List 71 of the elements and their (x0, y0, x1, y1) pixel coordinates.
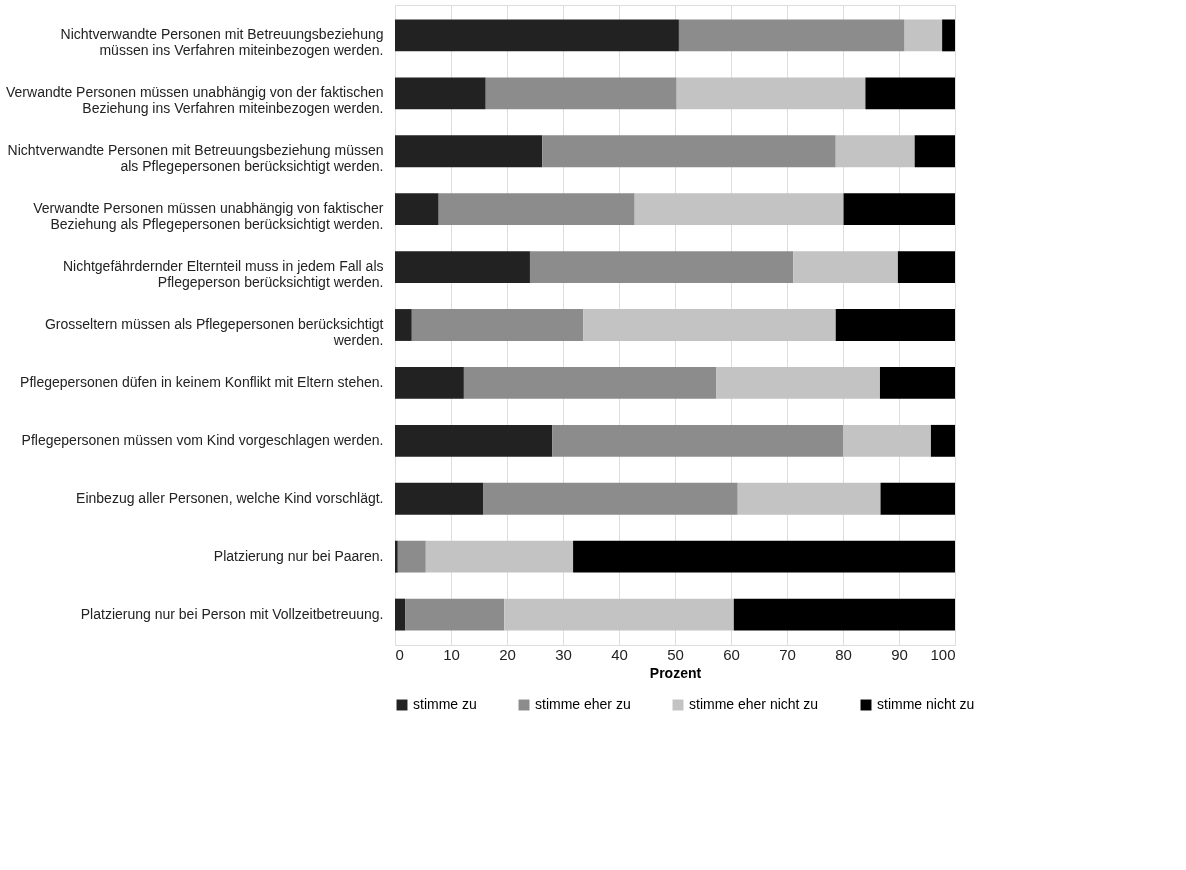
bar (395, 77, 486, 110)
bar (425, 540, 574, 573)
legend-label: stimme eher nicht zu (689, 696, 819, 712)
bar (395, 135, 543, 168)
bar (397, 540, 426, 573)
x-tick-label: 90 (891, 645, 908, 663)
bar (930, 424, 955, 457)
bar (716, 366, 880, 399)
bar (583, 309, 836, 341)
x-tick-label: 80 (835, 645, 852, 663)
legend-label: stimme nicht zu (877, 696, 975, 712)
bar (678, 19, 905, 52)
y-tick-label: Grosseltern müssen als Pflegepersonen berücksichtigt werden. (44, 316, 384, 348)
legend-label: stimme zu (413, 696, 477, 712)
bar (395, 598, 406, 631)
bar (914, 135, 955, 168)
x-tick-label: 0 (395, 645, 404, 663)
x-tick-label: 30 (555, 645, 572, 663)
x-tick-label: 50 (667, 645, 684, 663)
bar (395, 482, 484, 515)
bar (835, 309, 955, 341)
x-tick-label: 40 (611, 645, 628, 663)
legend-label: stimme eher zu (535, 696, 631, 712)
bar (897, 251, 955, 284)
bar (529, 251, 794, 284)
bar (737, 482, 881, 515)
bar (793, 251, 898, 284)
y-tick-label: Verwandte Personen müssen unabhängig von faktischer Beziehung als Pflegepersonen berücksichtigt werden. (33, 200, 384, 233)
y-tick-label: Einbezug aller Personen, welche Kind vorschlägt. (76, 489, 384, 506)
bar (835, 135, 915, 168)
bar (573, 540, 955, 573)
y-tick-label: Verwandte Personen müssen unabhängig von der faktischen Beziehung ins Verfahren miteinbezogen werden. (6, 84, 384, 117)
x-tick-label: 20 (499, 645, 516, 663)
y-tick-label: Nichtgefährdernder Elternteil muss in jedem Fall als Pflegeperson berücksichtigt werden. (62, 258, 384, 291)
y-tick-label: Nichtverwandte Personen mit Betreuungsbeziehung müssen als Pflegepersonen berücksichtigt werden. (7, 142, 384, 175)
bar (438, 193, 635, 226)
bar (542, 135, 836, 168)
bar (879, 366, 955, 399)
bar (395, 366, 464, 399)
y-tick-label: Nichtverwandte Personen mit Betreuungsbeziehung müssen ins Verfahren miteinbezogen werden. (60, 26, 384, 59)
bar (395, 19, 679, 52)
bar (395, 540, 398, 573)
bar (552, 424, 843, 457)
y-tick-label: Pflegepersonen müssen vom Kind vorgeschlagen werden. (21, 431, 384, 448)
bar (904, 19, 943, 52)
x-tick-label: 60 (723, 645, 740, 663)
bar (942, 19, 955, 52)
bar (483, 482, 738, 515)
bar (504, 598, 734, 631)
bar (843, 424, 931, 457)
bar (411, 309, 584, 341)
bar (880, 482, 955, 515)
bar (395, 193, 439, 226)
y-tick-label: Pflegepersonen düfen in keinem Konflikt mit Eltern stehen. (20, 373, 384, 390)
x-tick-label: 70 (779, 645, 796, 663)
bar (634, 193, 844, 226)
y-tick-label: Platzierung nur bei Paaren. (213, 547, 384, 564)
bar (485, 77, 677, 110)
bar (865, 77, 955, 110)
y-tick-label: Platzierung nur bei Person mit Vollzeitbetreuung. (80, 605, 384, 622)
bar (405, 598, 505, 631)
x-tick-label: 10 (443, 645, 460, 663)
bar (676, 77, 866, 110)
x-tick-label: 100 (930, 645, 956, 663)
bar (463, 366, 717, 399)
bar (395, 424, 553, 457)
bar (733, 598, 955, 631)
bar (395, 251, 530, 284)
x-axis-title: Prozent (649, 664, 702, 681)
bar (395, 309, 412, 341)
bar (843, 193, 955, 226)
